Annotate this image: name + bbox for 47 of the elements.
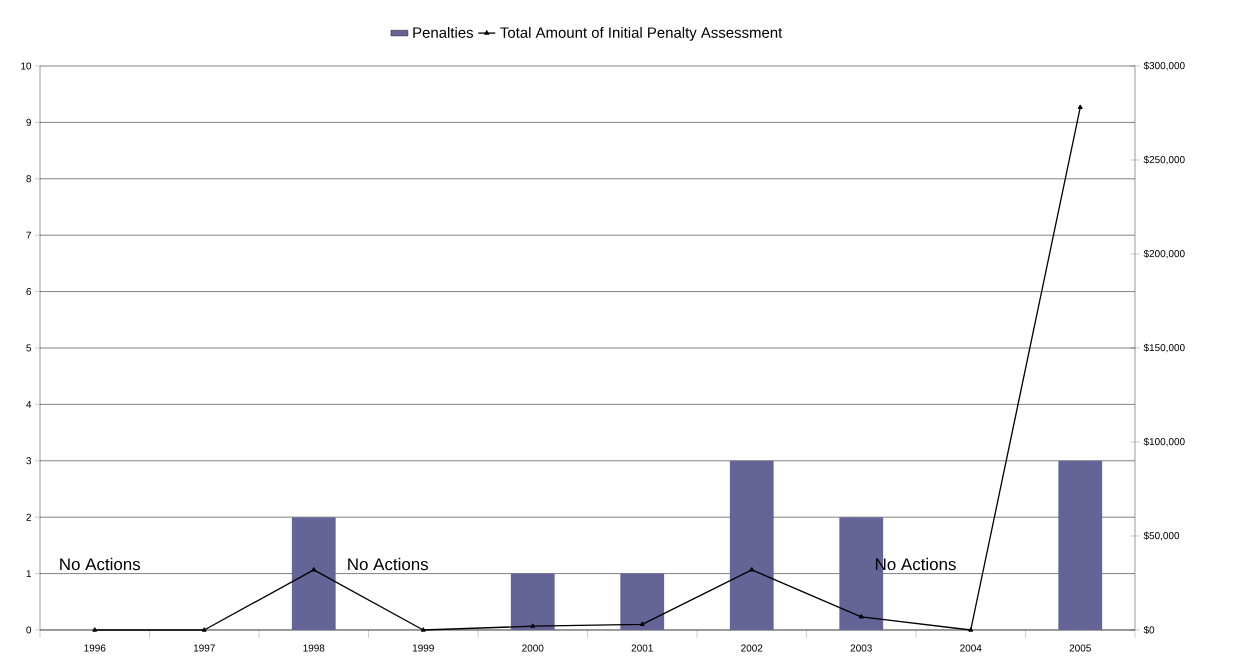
- point: [1077, 104, 1083, 109]
- y-tick-label: 4: [26, 400, 32, 408]
- annotation: No Actions: [348, 557, 429, 571]
- bar: [510, 573, 555, 630]
- y2-tick-label: $150,000: [1143, 343, 1185, 353]
- y-tick-label: 9: [26, 118, 32, 126]
- x-tick-label: 2002: [741, 644, 763, 652]
- point: [201, 627, 207, 632]
- bar: [729, 460, 774, 630]
- bar: [291, 517, 336, 630]
- y-tick-label: 7: [26, 231, 31, 239]
- y-tick-label: 5: [26, 344, 32, 352]
- x-tick-label: 1997: [193, 644, 215, 652]
- y-tick-label: 8: [26, 175, 32, 183]
- y-tick-label: 0: [26, 626, 32, 634]
- point: [92, 627, 98, 632]
- x-tick-label: 2001: [631, 644, 653, 652]
- annotation: No Actions: [60, 557, 141, 571]
- y2-tick-label: $300,000: [1143, 61, 1185, 71]
- x-tick-label: 1996: [84, 644, 106, 652]
- point: [530, 623, 536, 628]
- y-tick-label: 3: [26, 457, 32, 465]
- x-tick-label: 1999: [412, 644, 434, 652]
- point: [749, 567, 755, 572]
- y-tick-label: 2: [26, 513, 31, 521]
- legend-label: Total Amount of Initial Penalty Assessment: [500, 26, 783, 41]
- legend-label: Penalties: [413, 26, 474, 38]
- bar: [620, 573, 665, 630]
- point: [858, 614, 864, 619]
- x-tick-label: 1998: [303, 644, 325, 652]
- y-tick-label: 1: [26, 570, 32, 578]
- y-tick-label: 6: [26, 288, 32, 296]
- point: [311, 567, 317, 572]
- x-tick-label: 2004: [960, 644, 982, 652]
- point: [968, 627, 974, 632]
- y2-tick-label: $200,000: [1143, 249, 1185, 259]
- x-tick-label: 2003: [850, 644, 872, 652]
- x-tick-label: 2000: [522, 644, 544, 652]
- y2-tick-label: $0: [1143, 625, 1155, 635]
- point: [639, 621, 645, 626]
- bar: [1058, 460, 1103, 630]
- y2-tick-label: $250,000: [1143, 155, 1185, 165]
- x-tick-label: 2005: [1069, 644, 1091, 652]
- y2-tick-label: $100,000: [1143, 437, 1185, 447]
- y2-tick-label: $50,000: [1143, 531, 1180, 541]
- point: [420, 627, 426, 632]
- y-tick-label: 10: [21, 62, 32, 70]
